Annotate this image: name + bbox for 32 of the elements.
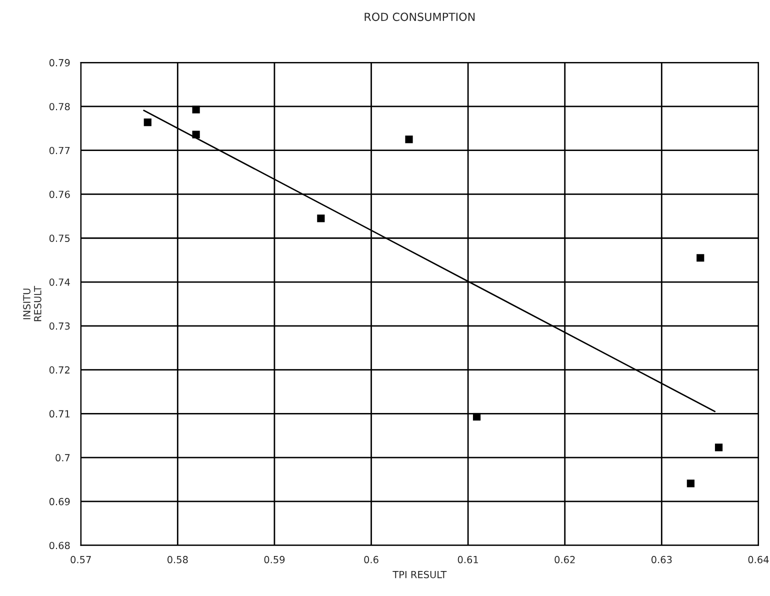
x-tick-label: 0.6 (364, 556, 378, 564)
y-tick-label: 0.76 (49, 190, 70, 198)
y-tick-label: 0.72 (49, 366, 70, 374)
y-tick-label: 0.73 (49, 322, 70, 330)
x-tick-label: 0.64 (748, 556, 769, 564)
point (686, 480, 694, 488)
x-axis-title: TPI RESULT (392, 570, 447, 578)
y-tick-label: 0.75 (49, 234, 70, 242)
x-tick-label: 0.62 (554, 556, 575, 564)
x-tick-label: 0.58 (167, 556, 188, 564)
x-tick-label: 0.57 (70, 556, 91, 564)
point (472, 412, 481, 421)
x-tick-label: 0.63 (651, 556, 672, 564)
y-tick-label: 0.79 (49, 59, 70, 66)
y-tick-label: 0.69 (49, 498, 70, 506)
y-axis-title: INSITU RESULT (23, 286, 42, 322)
point (192, 130, 200, 138)
point (405, 136, 413, 144)
point (192, 106, 200, 114)
point (696, 254, 704, 262)
y-tick-label: 0.71 (49, 410, 70, 418)
chart-title: ROD CONSUMPTION (364, 12, 475, 22)
y-tick-label: 0.74 (49, 278, 70, 286)
y-tick-label: 0.68 (49, 542, 70, 550)
point (317, 214, 325, 222)
point (144, 118, 152, 126)
x-tick-label: 0.61 (458, 556, 478, 564)
y-tick-label: 0.7 (56, 454, 70, 462)
y-tick-label: 0.78 (49, 102, 70, 110)
point (714, 444, 723, 452)
y-tick-label: 0.77 (49, 146, 70, 154)
x-tick-label: 0.59 (264, 556, 285, 564)
